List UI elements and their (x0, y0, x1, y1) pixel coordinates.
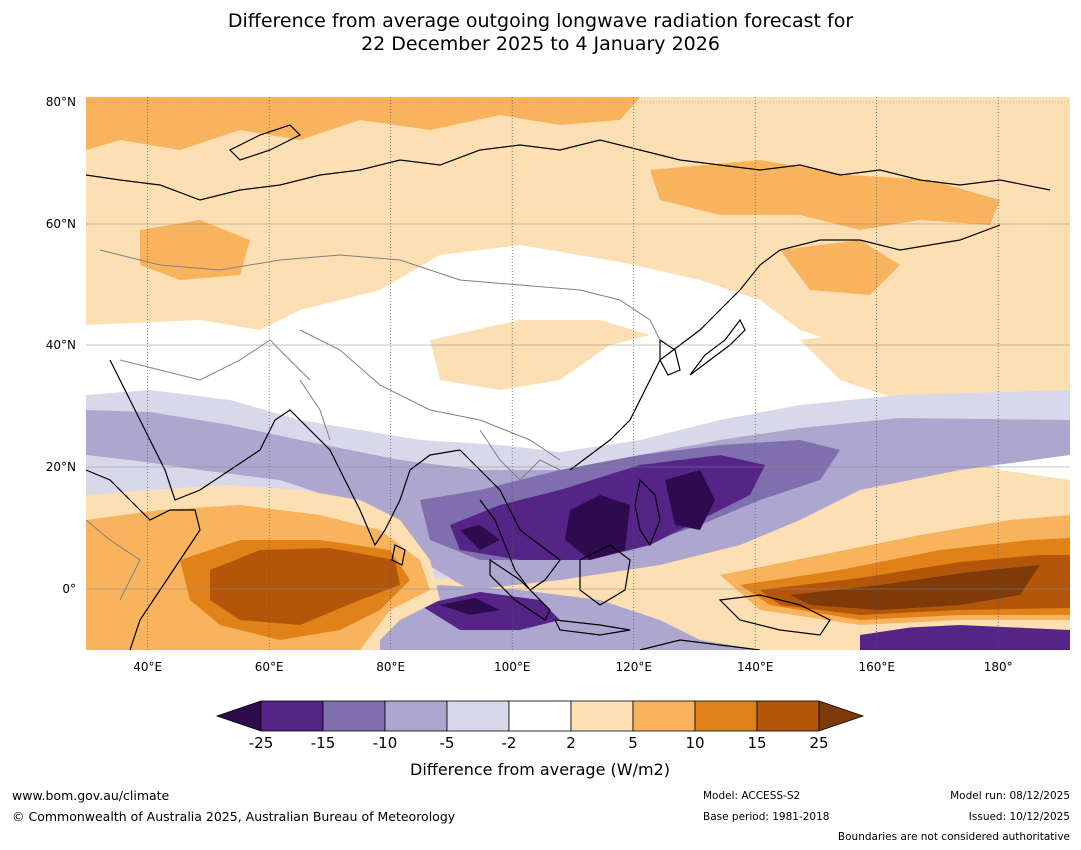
anomaly-patch-cream-middle (430, 320, 650, 390)
colorbar-bin-6 (570, 700, 634, 732)
copyright-notice: © Commonwealth of Australia 2025, Austra… (12, 809, 456, 824)
colorbar-tick-25: 25 (809, 734, 828, 752)
anomaly-core-deepest-purple-a (565, 495, 630, 560)
colorbar-tick-2: 2 (566, 734, 576, 752)
anomaly-patch-orange-kazakh (140, 220, 250, 280)
colorbar-tick-15: 15 (747, 734, 766, 752)
map-title-line-2: 22 December 2025 to 4 January 2026 (361, 33, 720, 55)
website-link[interactable]: www.bom.gov.au/climate (12, 788, 170, 803)
lon-label-100e: 100°E (494, 660, 531, 674)
lat-label-0: 0° (62, 582, 76, 596)
border-middle-east (119, 339, 311, 381)
colorbar-bin-4 (446, 700, 510, 732)
coastline-sri-lanka (391, 544, 406, 566)
lat-label-20n: 20°N (46, 460, 76, 474)
coastline-japan (689, 318, 746, 376)
parallels (86, 101, 1070, 590)
coastline-africa-east (86, 469, 201, 650)
colorbar (215, 700, 865, 732)
coastline-australia-north (639, 639, 761, 650)
colorbar-tick--15: -15 (311, 734, 336, 752)
colorbar-arrow-high (818, 700, 865, 732)
colorbar-arrow-low (215, 700, 262, 732)
colorbar-label: Difference from average (W/m2) (410, 760, 670, 779)
lat-label-80n: 80°N (46, 95, 76, 109)
lon-label-140e: 140°E (737, 660, 774, 674)
map-title-line-1: Difference from average outgoing longwav… (227, 10, 854, 32)
anomaly-pacific-darkbrown (790, 565, 1040, 610)
colorbar-tick--2: -2 (502, 734, 517, 752)
lon-label-120e: 120°E (615, 660, 652, 674)
coastline-java (553, 619, 631, 636)
coastline-novaya-zemlya (228, 124, 302, 161)
colorbar-tick--25: -25 (249, 734, 274, 752)
coastline-philippines (634, 478, 661, 547)
base-period: Base period: 1981-2018 (703, 811, 830, 823)
colorbar-bin-9 (756, 700, 820, 732)
model-name: Model: ACCESS-S2 (703, 790, 801, 802)
colorbar-tick--10: -10 (373, 734, 398, 752)
lon-label-160e: 160°E (858, 660, 895, 674)
border-africa (86, 519, 141, 601)
graticule (147, 97, 999, 650)
colorbar-bin-3 (384, 700, 448, 732)
coastline-korea (659, 338, 681, 376)
anomaly-patch-orange-north (86, 97, 640, 150)
coastlines (86, 124, 1051, 650)
lon-label-40e: 40°E (133, 660, 162, 674)
coastline-sumatra (489, 558, 551, 621)
coastline-north-eurasia (86, 139, 1051, 201)
anomaly-strip-deepest-purple-south (440, 598, 500, 615)
border-se-asia (479, 429, 561, 481)
anomaly-patch-cream-east (800, 330, 1070, 400)
colorbar-tick-10: 10 (685, 734, 704, 752)
anomaly-core-deepest-purple-c (460, 525, 500, 550)
border-mongolia-china (459, 279, 661, 341)
anomaly-patch-orange-pacific-north (780, 240, 900, 295)
map-panel (86, 97, 1070, 650)
border-india-pakistan (299, 379, 331, 441)
issued-date: Issued: 10/12/2025 (968, 811, 1070, 823)
coastline-arabia-india (109, 359, 461, 547)
coastline-borneo (579, 544, 631, 606)
lat-label-60n: 60°N (46, 217, 76, 231)
colorbar-tick-5: 5 (628, 734, 638, 752)
lat-label-40n: 40°N (46, 338, 76, 352)
lon-label-60e: 60°E (255, 660, 284, 674)
boundaries-disclaimer: Boundaries are not considered authoritat… (837, 831, 1070, 843)
anomaly-patch-orange-east-siberia (650, 160, 1000, 230)
colorbar-bin-5 (508, 700, 572, 732)
border-kazakh-russia (99, 249, 461, 281)
border-china-himalaya (299, 329, 561, 461)
coastline-new-guinea (718, 594, 831, 636)
colorbar-tick--5: -5 (440, 734, 455, 752)
colorbar-bin-1 (260, 700, 324, 732)
country-borders (86, 249, 661, 601)
lon-label-80e: 80°E (376, 660, 405, 674)
lon-label-180: 180° (984, 660, 1013, 674)
model-run-date: Model run: 08/12/2025 (950, 790, 1070, 802)
coastline-pacific-east-asia (569, 224, 1001, 471)
anomaly-io-brown (210, 548, 400, 625)
anomaly-core-deepest-purple-b (665, 470, 715, 530)
coastline-se-asia (459, 449, 561, 591)
colorbar-bin-7 (632, 700, 696, 732)
colorbar-bin-2 (322, 700, 386, 732)
colorbar-bin-8 (694, 700, 758, 732)
